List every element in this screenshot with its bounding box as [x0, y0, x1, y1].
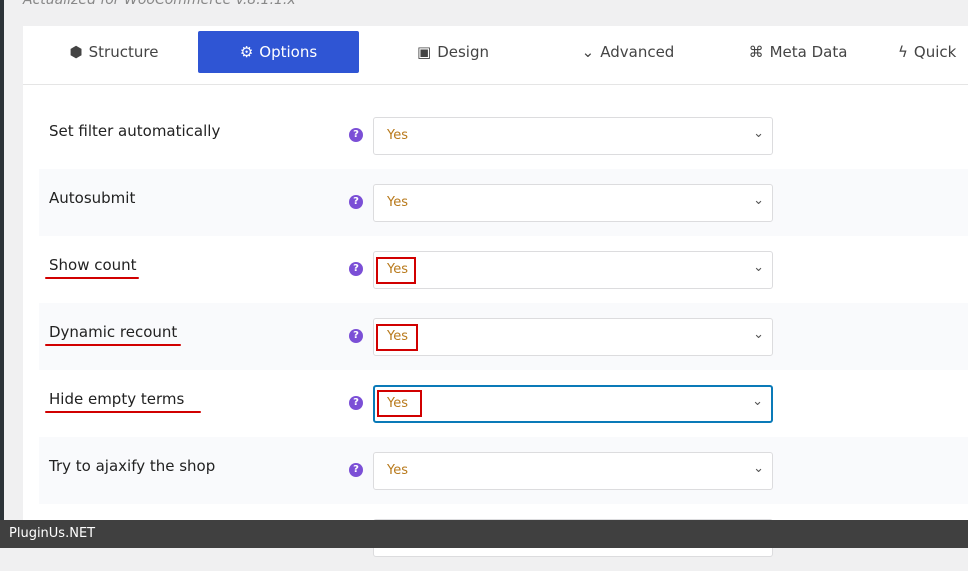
tab-quick[interactable]: ϟ Quick — [898, 43, 957, 61]
option-label: Set filter automatically — [49, 122, 221, 140]
option-row-dynamic-recount: Dynamic recount ? Yes ⌄ — [39, 303, 968, 370]
tab-options[interactable]: ⚙ Options — [198, 31, 359, 73]
help-icon[interactable]: ? — [349, 195, 363, 209]
help-icon[interactable]: ? — [349, 128, 363, 142]
option-label: Autosubmit — [49, 189, 136, 207]
annotation-underline — [45, 277, 139, 279]
option-select[interactable]: Yes ⌄ — [373, 318, 773, 356]
help-icon[interactable]: ? — [349, 396, 363, 410]
chevron-down-icon: ⌄ — [753, 126, 764, 141]
tab-bar: ⬢ Structure ⚙ Options ▣ Design ⌄ Advanced ⌘ M… — [23, 26, 968, 85]
options-list: Set filter automatically ? Yes ⌄ Autosubm… — [39, 102, 968, 571]
option-row-set-filter-automatically: Set filter automatically ? Yes ⌄ — [39, 102, 968, 169]
option-row-show-count: Show count ? Yes ⌄ — [39, 236, 968, 303]
tab-advanced[interactable]: ⌄ Advanced — [581, 43, 675, 61]
tab-structure[interactable]: ⬢ Structure — [69, 43, 159, 61]
watermark-footer: PluginUs.NET — [0, 520, 968, 548]
chevron-down-icon: ⌄ — [753, 327, 764, 342]
option-label: Try to ajaxify the shop — [49, 457, 216, 475]
cubes-icon: ⬢ — [69, 43, 83, 61]
chevron-down-icon: ⌄ — [752, 394, 763, 409]
tab-meta-data[interactable]: ⌘ Meta Data — [748, 43, 848, 61]
annotation-underline — [45, 411, 201, 413]
chevron-down-icon: ⌄ — [753, 193, 764, 208]
option-row-autosubmit: Autosubmit ? Yes ⌄ — [39, 169, 968, 236]
option-row-ajaxify-shop: Try to ajaxify the shop ? Yes ⌄ — [39, 437, 968, 504]
version-subtitle: Actualized for WooCommerce v.8.1.1.x — [23, 0, 296, 8]
option-select[interactable]: Yes ⌄ — [373, 452, 773, 490]
option-row-hide-empty-terms: Hide empty terms ? Yes ⌄ — [39, 370, 968, 437]
option-label: Dynamic recount — [49, 323, 178, 341]
advanced-icon: ⌄ — [581, 43, 595, 61]
option-label: Hide empty terms — [49, 390, 185, 408]
help-icon[interactable]: ? — [349, 463, 363, 477]
annotation-underline — [45, 344, 181, 346]
chevron-down-icon: ⌄ — [753, 461, 764, 476]
chevron-down-icon: ⌄ — [753, 260, 764, 275]
design-icon: ▣ — [417, 43, 432, 61]
sitemap-icon: ⌘ — [748, 43, 764, 61]
admin-sidebar-edge — [0, 0, 4, 520]
gear-icon: ⚙ — [239, 43, 254, 61]
annotation-box — [377, 390, 422, 417]
option-label: Show count — [49, 256, 137, 274]
annotation-box — [376, 324, 418, 351]
option-select[interactable]: Yes ⌄ — [373, 117, 773, 155]
option-select[interactable]: Yes ⌄ — [373, 385, 773, 423]
option-select[interactable]: Yes ⌄ — [373, 251, 773, 289]
bolt-icon: ϟ — [898, 43, 908, 61]
tab-design[interactable]: ▣ Design — [417, 43, 489, 61]
annotation-box — [376, 257, 416, 284]
settings-panel: ⬢ Structure ⚙ Options ▣ Design ⌄ Advanced ⌘ M… — [23, 26, 968, 557]
option-select[interactable]: Yes ⌄ — [373, 184, 773, 222]
help-icon[interactable]: ? — [349, 329, 363, 343]
help-icon[interactable]: ? — [349, 262, 363, 276]
